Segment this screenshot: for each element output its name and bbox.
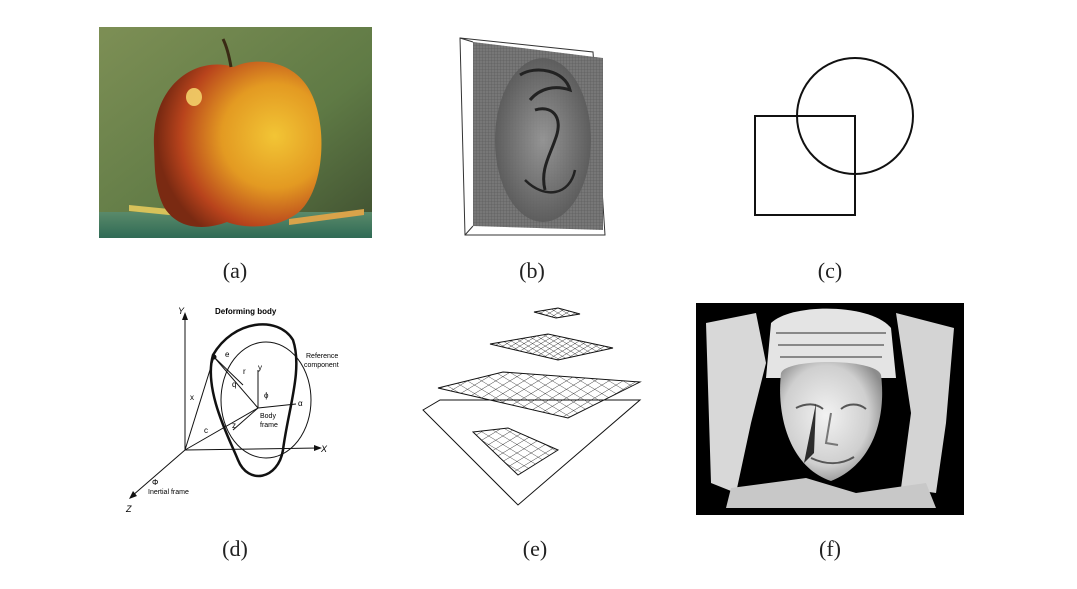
- label-inertial-frame: Inertial frame: [148, 489, 189, 496]
- label-x: x: [190, 393, 194, 402]
- panel-d-deforming-body-diagram: Deforming body Reference component Body …: [118, 300, 343, 520]
- panel-e-grid-pyramid: [418, 300, 658, 512]
- caption-b: (b): [519, 258, 545, 283]
- caption-c: (c): [817, 258, 843, 283]
- panel-c-shapes-image: [745, 55, 925, 225]
- caption-a: (a): [222, 258, 248, 283]
- label-r: r: [243, 367, 246, 376]
- label-axis-X: X: [320, 444, 328, 454]
- label-reference-2: component: [304, 362, 339, 369]
- label-axis-Y: Y: [178, 306, 185, 316]
- label-axis-Z: Z: [125, 504, 132, 514]
- panel-b-mesh-image: [455, 30, 615, 240]
- label-c: c: [204, 426, 208, 435]
- label-phi: ϕ: [264, 391, 269, 400]
- label-y: y: [258, 363, 262, 372]
- label-reference-1: Reference: [306, 353, 338, 360]
- label-alpha: α: [298, 399, 303, 408]
- label-deforming-body: Deforming body: [215, 307, 277, 316]
- panel-a-apple-image: [99, 27, 372, 238]
- caption-f: (f): [819, 536, 841, 561]
- caption-e: (e): [522, 536, 548, 561]
- label-Phi: Φ: [152, 478, 158, 487]
- label-q: q: [232, 380, 236, 389]
- label-body-1: Body: [260, 413, 276, 420]
- label-body-2: frame: [260, 422, 278, 429]
- label-e: e: [225, 350, 230, 359]
- caption-d: (d): [222, 536, 248, 561]
- panel-f-face-render: [696, 303, 964, 515]
- label-z: z: [232, 421, 236, 430]
